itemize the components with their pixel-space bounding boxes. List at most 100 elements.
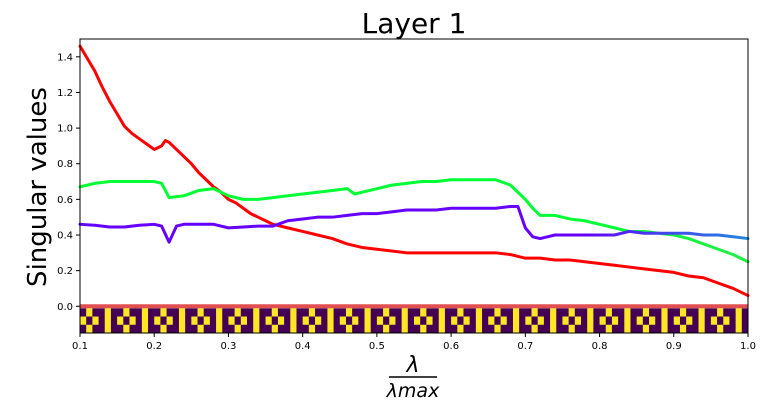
heatmap-cell — [556, 316, 563, 326]
heatmap-cell — [686, 308, 693, 317]
heatmap-cell — [704, 324, 712, 334]
heatmap-cell — [370, 324, 378, 334]
heatmap-cell — [661, 316, 668, 326]
heatmap-cell — [482, 324, 489, 334]
heatmap-cell — [228, 324, 236, 334]
heatmap-cell — [512, 324, 520, 334]
heatmap-cell — [469, 316, 477, 326]
y-tick-label: 1.2 — [57, 88, 73, 99]
heatmap-cell — [154, 308, 161, 317]
heatmap-cell — [426, 324, 433, 334]
heatmap-cell — [729, 324, 737, 334]
heatmap-cell — [525, 324, 532, 334]
heatmap-cell — [277, 324, 285, 334]
heatmap-cell — [407, 324, 415, 334]
heatmap-cell — [247, 316, 254, 326]
heatmap-cell — [315, 316, 322, 326]
heatmap-cell — [123, 308, 130, 317]
heatmap-cell — [482, 316, 489, 326]
heatmap-cell — [636, 308, 644, 317]
heatmap-cell — [463, 316, 471, 326]
x-tick-label: 0.1 — [72, 341, 88, 352]
heatmap-cell — [581, 316, 588, 326]
heatmap-cell — [550, 308, 557, 317]
heatmap-cell — [135, 324, 143, 334]
heatmap-cell — [191, 316, 198, 326]
heatmap-cell — [735, 324, 743, 334]
heatmap-cell — [655, 308, 662, 317]
heatmap-cell — [166, 308, 174, 317]
heatmap-cell — [383, 308, 390, 317]
heatmap-cell — [543, 316, 551, 326]
heatmap-cell — [624, 308, 631, 317]
heatmap-cell — [698, 316, 706, 326]
y-tick-label: 0.0 — [57, 302, 73, 313]
heatmap-cell — [98, 316, 106, 326]
heatmap-cell — [178, 324, 186, 334]
heatmap-cell — [370, 308, 378, 317]
heatmap-cell — [624, 324, 631, 334]
heatmap-cell — [339, 316, 347, 326]
heatmap-cell — [104, 308, 112, 317]
heatmap-cell — [673, 308, 681, 317]
heatmap-cell — [234, 324, 242, 334]
heatmap-cell — [630, 324, 638, 334]
heatmap-cell — [259, 324, 266, 334]
heatmap-cell — [704, 308, 712, 317]
heatmap-cell — [741, 308, 749, 317]
heatmap-cell — [401, 308, 409, 317]
heatmap-cell — [234, 316, 242, 326]
heatmap-cell — [407, 316, 415, 326]
heatmap-cell — [414, 316, 421, 326]
heatmap-cell — [216, 308, 223, 317]
heatmap-cell — [222, 316, 229, 326]
heatmap-cell — [296, 316, 304, 326]
heatmap-cell — [383, 324, 390, 334]
series-line — [78, 204, 750, 244]
heatmap-cell — [135, 316, 143, 326]
heatmap-cell — [240, 324, 248, 334]
x-tick-label: 0.9 — [666, 341, 682, 352]
heatmap-cell — [395, 316, 403, 326]
heatmap-cell — [178, 308, 186, 317]
heatmap-cell — [308, 316, 316, 326]
heatmap-cell — [117, 324, 124, 334]
heatmap-cell — [469, 308, 477, 317]
y-axis: 0.0 0.2 0.4 0.6 0.8 1.0 1.2 1.4 — [57, 52, 80, 313]
heatmap-cell — [185, 324, 192, 334]
heatmap-cell — [475, 316, 483, 326]
heatmap-cell — [686, 324, 693, 334]
heatmap-cell — [636, 316, 644, 326]
heatmap-cell — [649, 308, 656, 317]
x-axis-label-numerator: λ — [405, 353, 419, 378]
heatmap-cell — [500, 324, 508, 334]
heatmap-cell — [587, 324, 594, 334]
heatmap-cell — [80, 324, 87, 334]
heatmap-cell — [420, 308, 427, 317]
heatmap-cell — [698, 324, 706, 334]
heatmap-cell — [506, 308, 514, 317]
heatmap-cell — [611, 324, 619, 334]
heatmap-cell — [506, 316, 514, 326]
heatmap-cell — [86, 308, 93, 317]
heatmap-cell — [661, 308, 668, 317]
heatmap-cell — [345, 324, 353, 334]
heatmap-cell — [141, 324, 149, 334]
heatmap-cell — [86, 324, 93, 334]
heatmap-cell — [104, 316, 112, 326]
heatmap-cell — [216, 316, 223, 326]
heatmap-cell — [352, 324, 359, 334]
heatmap-cell — [389, 324, 396, 334]
heatmap-cell — [655, 324, 662, 334]
heatmap-cell — [240, 316, 248, 326]
heatmap-cell — [203, 308, 211, 317]
heatmap-cell — [395, 308, 403, 317]
heatmap-cell — [593, 316, 600, 326]
heatmap-cell — [160, 316, 167, 326]
heatmap-cell — [494, 316, 501, 326]
heatmap-cell — [92, 316, 99, 326]
heatmap-cell — [222, 308, 229, 317]
heatmap-cell — [98, 308, 106, 317]
heatmap-cell — [667, 316, 675, 326]
heatmap-cell — [599, 308, 607, 317]
